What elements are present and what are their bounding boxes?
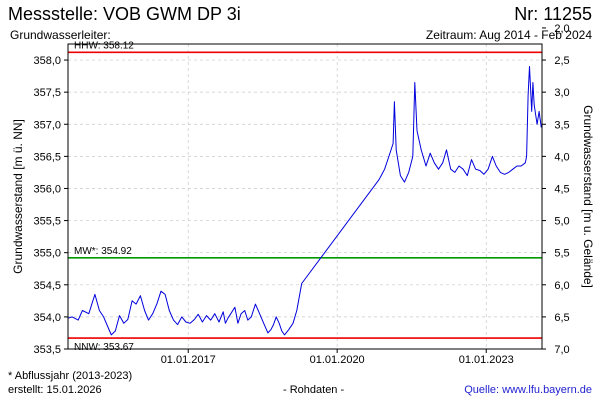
y2-tick-label: 4,5 — [554, 183, 569, 195]
y-tick-label: 356,5 — [33, 151, 61, 163]
axis-layer: 353,5 354,0 354,5 355,0 355,5 356,0 356,5 357,0… — [33, 23, 569, 366]
y-tick-label: 357,5 — [33, 87, 61, 99]
y-tick-label: 355,0 — [33, 248, 61, 260]
created-date: erstellt: 15.01.2026 — [8, 384, 102, 396]
y-tick-label: 354,5 — [33, 280, 61, 292]
station-title: Messstelle: VOB GWM DP 3i — [8, 4, 241, 24]
plot-area — [67, 43, 543, 350]
period-label: Zeitraum: Aug 2014 - Feb 2024 — [425, 28, 592, 42]
y2-tick-label: 4,0 — [554, 151, 569, 163]
y2-tick-label: 5,5 — [554, 248, 569, 260]
hhw-label: HHW: 358.12 — [74, 40, 134, 51]
y2-axis-label: Grundwasserstand [m u. Gelände] — [581, 105, 595, 288]
series-layer — [67, 66, 542, 336]
y-tick-label: 355,5 — [33, 216, 61, 228]
y2-tick-label: 3,5 — [554, 119, 569, 131]
y-axis-label: Grundwasserstand [m ü. NN] — [11, 119, 25, 274]
x-tick-label: 01.01.2017 — [161, 354, 216, 366]
y-tick-label: 357,0 — [33, 119, 61, 131]
station-number: Nr: 11255 — [514, 4, 592, 24]
reference-lines-layer: HHW: 358.12 MW*: 354.92 NNW: 353.67 — [68, 38, 542, 353]
y2-tick-label: 6,5 — [554, 312, 569, 324]
mw-label: MW*: 354.92 — [74, 246, 132, 257]
mw-label-bg — [72, 243, 148, 256]
y2-tick-label: 7,0 — [554, 344, 569, 356]
y2-tick-label: 5,0 — [554, 216, 569, 228]
x-tick-label: 01.01.2020 — [310, 354, 365, 366]
y-tick-label: 356,0 — [33, 183, 61, 195]
footnote: * Abflussjahr (2013-2023) — [8, 370, 133, 382]
y-tick-label: 354,0 — [33, 312, 61, 324]
y2-tick-label: 3,0 — [554, 87, 569, 99]
y-tick-label: 358,0 — [33, 55, 61, 67]
series-line — [67, 66, 542, 336]
source-link[interactable]: Quelle: www.lfu.bayern.de — [464, 384, 592, 396]
y-tick-label: 353,5 — [33, 344, 61, 356]
y2-tick-label: 2,5 — [554, 55, 569, 67]
x-tick-label: 01.01.2023 — [459, 354, 514, 366]
nnw-label: NNW: 353.67 — [74, 342, 134, 353]
grid-layer — [68, 44, 542, 349]
y2-tick-label: 6,0 — [554, 280, 569, 292]
raw-data-note: - Rohdaten - — [283, 384, 345, 396]
aquifer-label: Grundwasserleiter: — [10, 28, 111, 42]
y2-tick-label: 2,0 — [554, 23, 569, 35]
